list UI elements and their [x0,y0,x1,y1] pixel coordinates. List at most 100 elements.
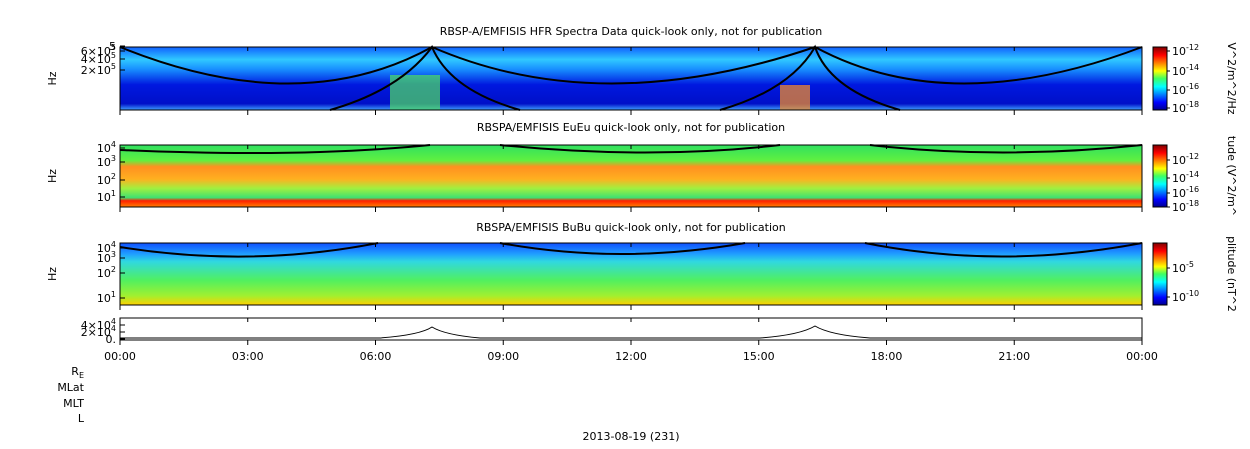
y-tick-label-base: 6×10 [81,45,111,58]
y-tick-label: 5 [109,40,116,53]
ephemeris-label: L [78,412,85,425]
y-tick-label-exp: 5 [111,51,116,60]
y-axis-label: Hz [46,267,59,281]
colorbar-tick-label: 10-12 [1172,152,1199,167]
y-tick-label-exp: 5 [111,62,116,71]
spectrogram [120,243,1142,305]
colorbar-tick-label-exp: -5 [1186,260,1194,269]
colorbar [1152,242,1168,306]
x-tick-label: 00:00 [104,350,136,363]
colorbar-label: plitude (nT^2 [1225,236,1238,312]
colorbar-tick-label-exp: -18 [1186,199,1199,208]
ephemeris-label-base: MLat [57,381,84,394]
curve [119,144,1143,155]
colorbar-tick-label-base: 10 [1172,65,1186,78]
colorbar-tick-label-base: 10 [1172,102,1186,115]
colorbar-tick-label-exp: -12 [1186,43,1199,52]
colorbar-tick-label-exp: -18 [1186,100,1199,109]
y-tick-label-base: 10 [97,142,111,155]
y-axis-label: Hz [46,169,59,183]
y-tick-label-exp: 4 [111,140,116,149]
y-tick-label-base: 10 [97,191,111,204]
y-tick-label-exp: 4 [111,317,116,326]
y-tick-label-exp: 1 [111,290,116,299]
y-tick-label-base: 10 [97,252,111,265]
ephemeris-label: RE [71,365,84,380]
colorbar-tick-label-exp: -10 [1186,289,1199,298]
date-label: 2013-08-19 (231) [582,430,679,443]
y-tick-label-base: 10 [97,267,111,280]
ephemeris-label: MLT [63,397,84,410]
y-tick-label: 4×105 [81,51,116,66]
x-tick-label: 12:00 [615,350,647,363]
y-tick-label: 103 [97,250,116,265]
y-tick-label: 104 [97,140,116,155]
curve [119,242,1143,258]
x-tick-label: 06:00 [360,350,392,363]
colorbar-tick-label: 10-18 [1172,199,1199,214]
y-tick-label-base: 2×10 [81,64,111,77]
spectrograms [119,44,1143,341]
x-tick-label: 00:00 [1126,350,1158,363]
y-tick-label-base: 10 [97,156,111,169]
x-tick-label: 09:00 [487,350,519,363]
y-tick-label: 102 [97,265,116,280]
colorbar-tick-label: 10-10 [1172,289,1199,304]
colorbar-tick-label-base: 10 [1172,291,1186,304]
y-tick-label: 2×105 [81,62,116,77]
colorbar-label: tude (V^2/m^ [1225,136,1238,216]
colorbar-tick-label-exp: -12 [1186,152,1199,161]
colorbar-tick-label-exp: -14 [1186,63,1199,72]
y-tick-label-exp: 2 [111,265,116,274]
y-tick-label: 0. [106,333,117,346]
colorbar [1152,46,1168,111]
x-tick-label: 03:00 [232,350,264,363]
y-tick-label: 104 [97,240,116,255]
y-tick-label-exp: 4 [111,324,116,333]
spectrogram-patch [780,85,810,110]
colorbar-tick-label-base: 10 [1172,154,1186,167]
colorbar-label: V^2/m^2/Hz [1225,42,1238,114]
colorbar-tick-label-base: 10 [1172,262,1186,275]
trace [120,325,1142,339]
colorbar-tick-label: 10-14 [1172,63,1199,78]
y-tick-label-base: 10 [97,174,111,187]
spectrogram [120,145,1142,207]
y-tick-label: 2×104 [81,324,116,339]
colorbar [1152,144,1168,208]
panel-title: RBSPA/EMFISIS BuBu quick-look only, not … [476,221,786,234]
y-tick-label: 102 [97,172,116,187]
colorbar-tick-label-exp: -16 [1186,82,1199,91]
y-tick-label-exp: 2 [111,172,116,181]
y-tick-label-base: 2×10 [81,326,111,339]
panel-title: RBSP-A/EMFISIS HFR Spectra Data quick-lo… [440,25,823,38]
ephemeris-label-base: L [78,412,85,425]
ephemeris-label-base: R [71,365,79,378]
y-tick-label-base: 4×10 [81,319,111,332]
y-tick-label: 101 [97,189,116,204]
colorbar-tick-label-exp: -14 [1186,170,1199,179]
y-tick-label-exp: 3 [111,154,116,163]
ephemeris-label: MLat [57,381,84,394]
y-tick-label-base: 5 [109,40,116,53]
colorbar-tick-label-exp: -16 [1186,185,1199,194]
y-axis-label: Hz [46,71,59,85]
y-tick-label-base: 10 [97,292,111,305]
y-tick-label: 4×104 [81,317,116,332]
y-tick-label-exp: 4 [111,240,116,249]
curve [119,45,1143,85]
x-tick-label: 15:00 [743,350,775,363]
y-tick-label: 6×105 [81,43,116,58]
colorbar-tick-label-base: 10 [1172,201,1186,214]
y-tick-label: 103 [97,154,116,169]
y-tick-label-exp: 5 [111,43,116,52]
colorbar-tick-label: 10-12 [1172,43,1199,58]
colorbar-tick-label: 10-14 [1172,170,1199,185]
y-tick-label-base: 10 [97,242,111,255]
colorbar-tick-label: 10-5 [1172,260,1194,275]
spectrogram [120,47,1142,110]
colorbar-tick-label-base: 10 [1172,172,1186,185]
ephemeris-label-sub: E [79,371,84,380]
colorbar-tick-label-base: 10 [1172,187,1186,200]
